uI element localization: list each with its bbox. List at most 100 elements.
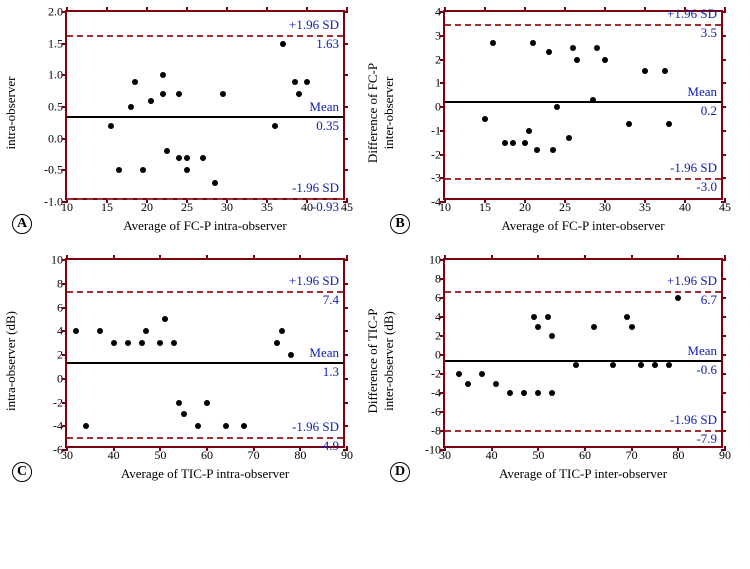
data-point: [482, 116, 488, 122]
data-point: [591, 324, 597, 330]
data-point: [148, 98, 154, 104]
data-point: [212, 180, 218, 186]
data-point: [629, 324, 635, 330]
data-point: [279, 328, 285, 334]
data-point: [164, 148, 170, 154]
lower-sd-label: -1.96 SD: [292, 419, 339, 435]
data-point: [493, 381, 499, 387]
mean-label: Mean: [309, 345, 339, 361]
panel-letter: C: [12, 462, 32, 482]
data-point: [531, 314, 537, 320]
data-point: [530, 40, 536, 46]
data-point: [296, 91, 302, 97]
panel-letter: D: [390, 462, 410, 482]
data-point: [662, 68, 668, 74]
data-point: [502, 140, 508, 146]
plot-frame: 1015202530354045-1.0-0.50.00.51.01.52.0+…: [65, 10, 345, 200]
data-point: [642, 68, 648, 74]
lower-sd-label: -1.96 SD: [670, 412, 717, 428]
data-point: [535, 324, 541, 330]
y-axis-label: Difference of FC-Pinter-observer: [365, 28, 397, 198]
mean-label: Mean: [309, 99, 339, 115]
upper-sd-value: 6.7: [701, 292, 717, 308]
data-point: [535, 390, 541, 396]
data-point: [675, 295, 681, 301]
data-point: [128, 104, 134, 110]
data-point: [176, 91, 182, 97]
data-point: [550, 147, 556, 153]
data-point: [116, 167, 122, 173]
panel-letter: A: [12, 214, 32, 234]
data-point: [241, 423, 247, 429]
data-point: [132, 79, 138, 85]
mean-line: [445, 360, 721, 362]
lower-sd-line: [67, 198, 343, 200]
data-point: [666, 362, 672, 368]
panel-D: Difference of TIC-Pinter-observer (dB)30…: [388, 258, 740, 482]
data-point: [602, 57, 608, 63]
data-point: [184, 167, 190, 173]
data-point: [272, 123, 278, 129]
data-point: [125, 340, 131, 346]
data-point: [184, 155, 190, 161]
data-point: [490, 40, 496, 46]
data-point: [549, 333, 555, 339]
data-point: [280, 41, 286, 47]
panel-letter: B: [390, 214, 410, 234]
upper-sd-label: +1.96 SD: [667, 273, 717, 289]
data-point: [479, 371, 485, 377]
data-point: [274, 340, 280, 346]
data-point: [140, 167, 146, 173]
plot-frame: 30405060708090-6-4-20246810+1.96 SD7.4Me…: [65, 258, 345, 448]
lower-sd-value: -4.9: [318, 438, 339, 454]
panel-A: Difference of FC-Pintra-observer10152025…: [10, 10, 362, 234]
upper-sd-label: +1.96 SD: [289, 17, 339, 33]
plot-frame: 1015202530354045-4-3-2-101234+1.96 SD3.5…: [443, 10, 723, 200]
data-point: [638, 362, 644, 368]
data-point: [195, 423, 201, 429]
upper-sd-line: [445, 24, 721, 26]
data-point: [534, 147, 540, 153]
plot-frame: 30405060708090-10-8-6-4-20246810+1.96 SD…: [443, 258, 723, 448]
panel-B: Difference of FC-Pinter-observer10152025…: [388, 10, 740, 234]
data-point: [554, 104, 560, 110]
data-point: [171, 340, 177, 346]
data-point: [456, 371, 462, 377]
data-point: [549, 390, 555, 396]
mean-value: 0.2: [701, 103, 717, 119]
upper-sd-value: 1.63: [316, 36, 339, 52]
data-point: [204, 400, 210, 406]
lower-sd-line: [445, 178, 721, 180]
data-point: [73, 328, 79, 334]
lower-sd-line: [445, 430, 721, 432]
data-point: [545, 314, 551, 320]
data-point: [160, 72, 166, 78]
mean-line: [67, 362, 343, 364]
data-point: [522, 140, 528, 146]
lower-sd-value: -0.93: [312, 199, 339, 215]
data-point: [573, 362, 579, 368]
data-point: [624, 314, 630, 320]
data-point: [176, 400, 182, 406]
data-point: [181, 411, 187, 417]
mean-label: Mean: [687, 343, 717, 359]
data-point: [223, 423, 229, 429]
data-point: [566, 135, 572, 141]
mean-value: 1.3: [323, 364, 339, 380]
mean-line: [67, 116, 343, 118]
data-point: [626, 121, 632, 127]
data-point: [160, 91, 166, 97]
data-point: [590, 97, 596, 103]
data-point: [666, 121, 672, 127]
data-point: [288, 352, 294, 358]
data-point: [521, 390, 527, 396]
data-point: [97, 328, 103, 334]
data-point: [610, 362, 616, 368]
data-point: [594, 45, 600, 51]
lower-sd-value: -3.0: [696, 179, 717, 195]
data-point: [465, 381, 471, 387]
lower-sd-label: -1.96 SD: [670, 160, 717, 176]
data-point: [304, 79, 310, 85]
data-point: [510, 140, 516, 146]
data-point: [83, 423, 89, 429]
